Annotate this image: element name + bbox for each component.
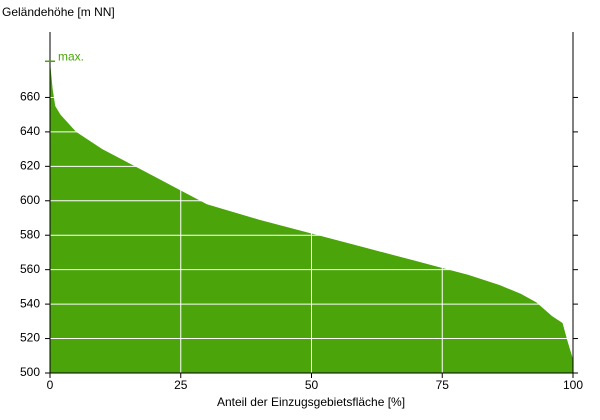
x-axis-label: Anteil der Einzugsgebietsfläche [%] (217, 395, 405, 409)
y-tick-label: 520 (20, 331, 40, 345)
y-axis-label: Geländehöhe [m NN] (2, 5, 115, 19)
y-tick-label: 620 (20, 159, 40, 173)
x-tick-label: 0 (47, 378, 54, 392)
max-annotation: max. (58, 49, 84, 63)
x-tick-label: 100 (563, 378, 583, 392)
y-tick-label: 660 (20, 90, 40, 104)
y-tick-label: 580 (20, 227, 40, 241)
y-tick-label: 540 (20, 296, 40, 310)
y-tick-label: 600 (20, 193, 40, 207)
y-tick-label: 500 (20, 365, 40, 379)
y-tick-label: 640 (20, 124, 40, 138)
y-tick-label: 560 (20, 262, 40, 276)
x-tick-label: 25 (174, 378, 188, 392)
x-tick-label: 75 (436, 378, 450, 392)
x-tick-label: 50 (305, 378, 319, 392)
